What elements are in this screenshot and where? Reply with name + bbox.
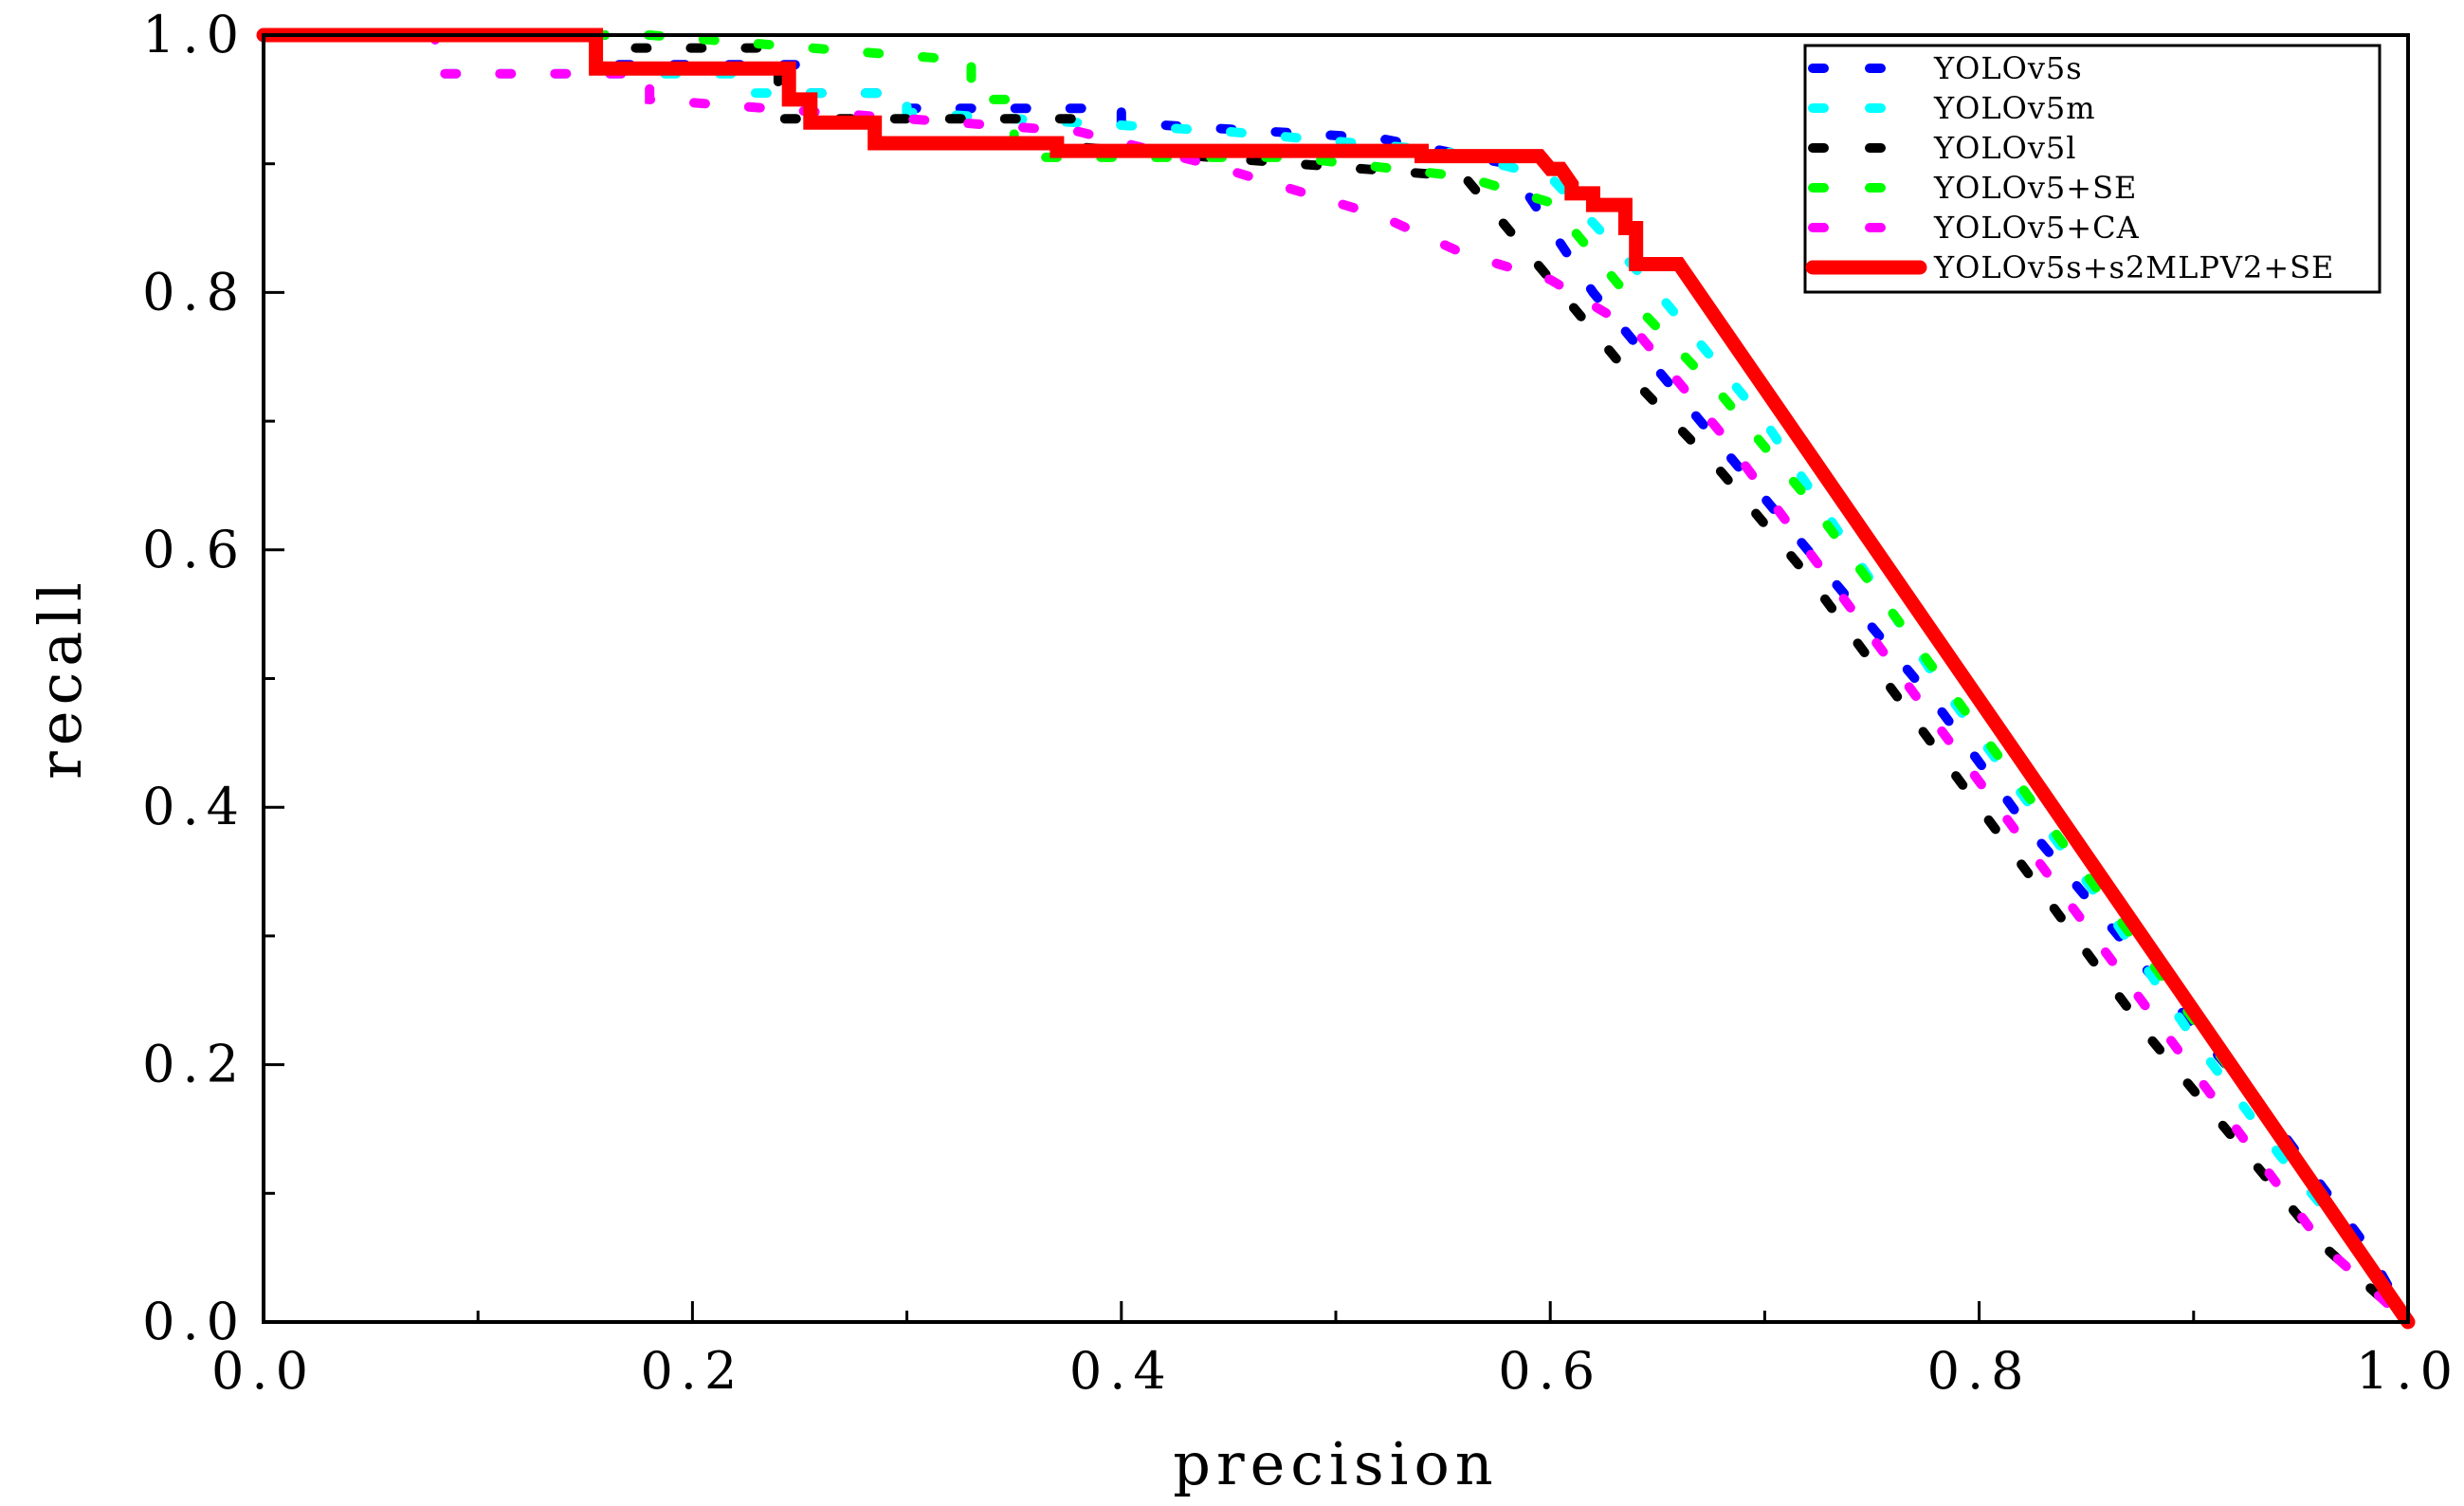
y-tick-label: 0.8 (142, 262, 246, 321)
x-axis-title: precision (1173, 1429, 1498, 1498)
series-layer (256, 28, 2416, 1330)
legend-label-5: YOLOv5+CA (1933, 210, 2140, 246)
series-line-5 (259, 30, 2413, 1327)
legend-box (1803, 44, 2382, 294)
x-tick-label: 0.4 (1069, 1341, 1174, 1401)
y-tick-label: 0.4 (142, 777, 246, 836)
y-tick-label: 0.0 (142, 1292, 246, 1351)
x-tick-label: 0.2 (640, 1341, 744, 1401)
series-line-3 (259, 30, 2413, 1327)
axis-ticks: 0.0 0.2 0.4 0.6 0.8 1.0 0.0 0.2 0.4 0.6 0.8 1.0 (142, 5, 2460, 1401)
x-tick-label: 0.0 (211, 1341, 316, 1401)
legend-label-4: YOLOv5+SE (1933, 170, 2137, 206)
y-axis-title: recall (26, 577, 95, 780)
legend-label-2: YOLOv5m (1933, 90, 2096, 126)
series-line-6 (256, 28, 2416, 1330)
y-tick-label: 0.2 (142, 1035, 246, 1094)
x-tick-label: 1.0 (2356, 1341, 2460, 1401)
legend: YOLOv5s YOLOv5m YOLOv5l YOLOv5+SE YOLOv5+CAY… (1803, 44, 2382, 294)
y-tick-label: 0.6 (142, 520, 246, 579)
y-tick-label: 1.0 (142, 5, 246, 64)
legend-label-3: YOLOv5l (1933, 130, 2077, 166)
x-tick-label: 0.8 (1927, 1341, 2032, 1401)
legend-label-1: YOLOv5s (1933, 50, 2083, 86)
series-line-2 (259, 30, 2413, 1327)
legend-label-6: YOLOv5s+s2MLPV2+SE (1933, 249, 2334, 285)
x-tick-label: 0.6 (1498, 1341, 1602, 1401)
